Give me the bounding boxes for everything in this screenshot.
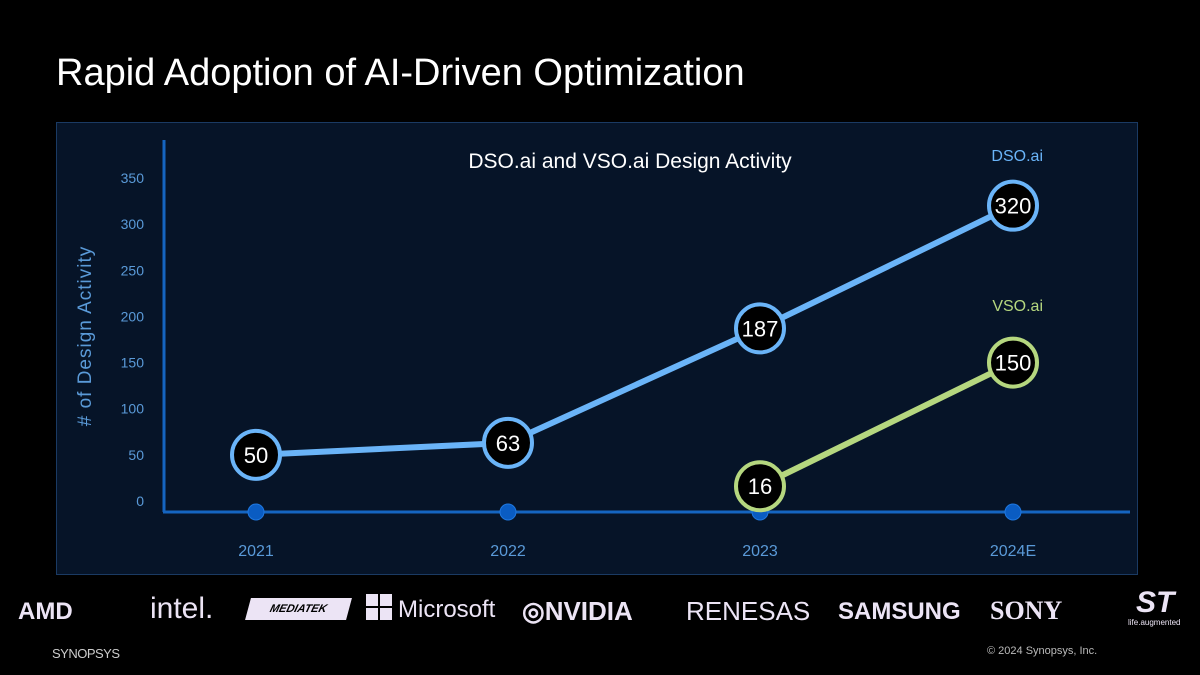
chart-title: DSO.ai and VSO.ai Design Activity <box>468 150 792 173</box>
slide-title: Rapid Adoption of AI-Driven Optimization <box>56 52 745 94</box>
series-label: VSO.ai <box>992 298 1043 315</box>
x-tick-label: 2024E <box>990 543 1036 560</box>
y-tick-label: 300 <box>121 216 145 232</box>
y-tick-label: 0 <box>136 493 144 509</box>
y-tick-label: 250 <box>121 262 145 278</box>
logo-microsoft: Microsoft <box>398 596 496 623</box>
logo-samsung: SAMSUNG <box>838 598 961 625</box>
series-line-DSO.ai <box>255 202 1015 458</box>
y-tick-label: 150 <box>121 355 145 371</box>
logo-mediatek: MEDIATEK <box>245 598 352 620</box>
data-label: 50 <box>244 443 268 468</box>
y-tick-label: 100 <box>121 401 145 417</box>
series-label: DSO.ai <box>991 148 1043 165</box>
y-tick-label: 50 <box>128 447 144 463</box>
series-line-VSO.ai <box>758 359 1015 489</box>
y-tick-label: 350 <box>121 170 145 186</box>
data-point <box>987 336 1039 389</box>
y-tick-label: 200 <box>121 308 145 324</box>
synopsys-logo: SYNOPSYS <box>52 646 120 661</box>
data-label: 320 <box>995 194 1032 219</box>
data-point <box>734 302 786 355</box>
data-point <box>734 460 786 513</box>
copyright: © 2024 Synopsys, Inc. <box>987 645 1098 657</box>
x-tick-label: 2021 <box>238 543 274 560</box>
logo-st: ST <box>1136 586 1175 619</box>
logo-st-tagline: life.augmented <box>1128 618 1181 627</box>
y-axis-label: # of Design Activity <box>75 246 96 427</box>
data-label: 63 <box>496 431 520 456</box>
nvidia-eye-icon: ◎ <box>522 596 545 626</box>
data-label: 16 <box>748 474 772 499</box>
logo-amd: AMD <box>18 598 73 625</box>
customer-logos: AMD intel. MEDIATEK Microsoft ◎NVIDIA RE… <box>0 586 1200 630</box>
data-point <box>230 428 282 481</box>
logo-intel: intel. <box>150 592 214 625</box>
logo-nvidia: ◎NVIDIA <box>522 596 633 626</box>
data-label: 150 <box>995 351 1032 376</box>
microsoft-icon <box>366 594 392 620</box>
data-point <box>987 179 1039 232</box>
data-point <box>482 416 534 469</box>
logo-renesas: RENESAS <box>686 596 811 626</box>
x-axis-marker <box>499 503 517 521</box>
chart-panel <box>56 122 1138 575</box>
data-label: 187 <box>742 316 779 341</box>
x-tick-label: 2022 <box>490 543 526 560</box>
x-axis-marker <box>247 503 265 521</box>
x-tick-label: 2023 <box>742 543 778 560</box>
logo-sony: SONY <box>990 596 1063 625</box>
x-axis-marker <box>1004 503 1022 521</box>
